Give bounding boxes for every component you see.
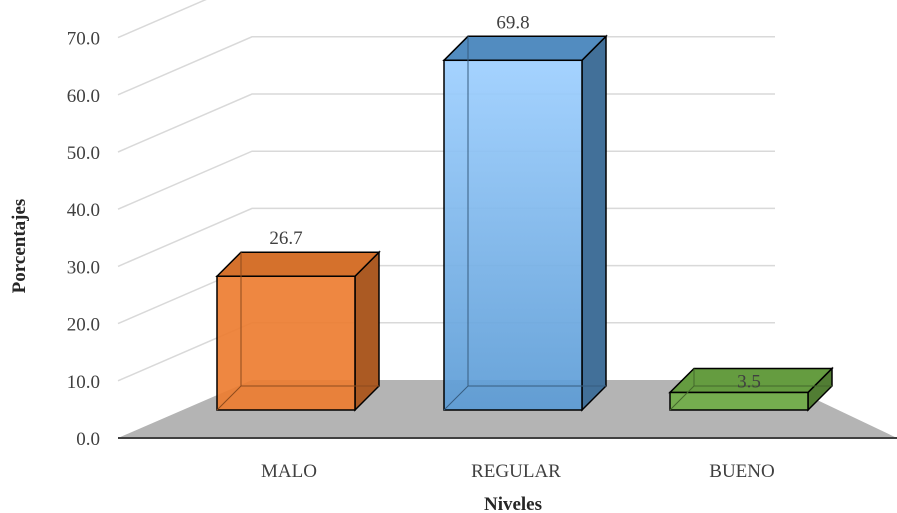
bar-front-face: [443, 59, 583, 411]
y-tick-label: 20.0: [67, 315, 100, 336]
x-tick-label: BUENO: [709, 461, 774, 482]
data-label: 69.8: [496, 12, 529, 33]
y-tick-label: 60.0: [67, 86, 100, 107]
x-axis-title: Niveles: [484, 494, 542, 513]
bar-bueno: [668, 366, 834, 412]
bar-front-face: [669, 391, 809, 411]
bar-regular: [442, 34, 608, 412]
data-label: 26.7: [269, 228, 302, 249]
bar-malo: [215, 250, 381, 412]
y-axis-ticks: 0.0 10.0 20.0 30.0 40.0 50.0 60.0 70.0: [67, 29, 100, 450]
y-tick-label: 10.0: [67, 372, 100, 393]
y-tick-label: 50.0: [67, 143, 100, 164]
y-tick-label: 30.0: [67, 257, 100, 278]
data-label: 3.5: [737, 371, 761, 392]
y-tick-label: 0.0: [76, 429, 100, 450]
x-axis-categories: MALO REGULAR BUENO: [261, 461, 775, 482]
x-tick-label: REGULAR: [471, 461, 561, 482]
y-tick-label: 40.0: [67, 200, 100, 221]
bars: [215, 34, 834, 412]
y-axis-title: Porcentajes: [9, 199, 30, 294]
x-tick-label: MALO: [261, 461, 317, 482]
y-tick-label: 70.0: [67, 29, 100, 50]
bar-side-face: [581, 34, 607, 412]
data-labels: 26.7 69.8 3.5: [269, 12, 761, 392]
gridline: [117, 0, 207, 39]
